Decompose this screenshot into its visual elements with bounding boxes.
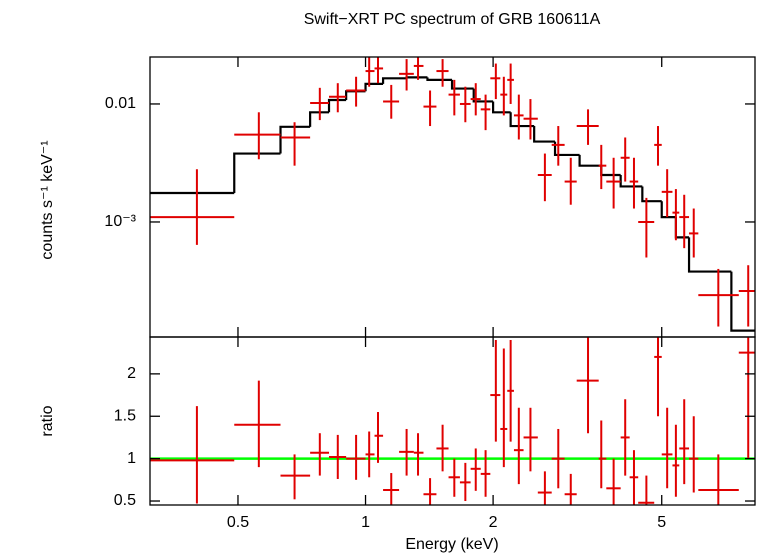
x-tick-label: 1 xyxy=(361,514,370,531)
model-step xyxy=(674,217,690,239)
model-step xyxy=(426,77,453,81)
model-step xyxy=(578,154,602,167)
y-tick-label: 0.01 xyxy=(105,95,136,112)
model-step xyxy=(533,126,556,143)
model-step xyxy=(553,141,580,157)
model-step xyxy=(233,152,281,194)
plot-frame xyxy=(149,56,756,338)
y-axis-label: counts s⁻¹ keV⁻¹ xyxy=(39,140,56,259)
model-step xyxy=(279,125,311,154)
model-step xyxy=(450,79,474,90)
x-tick-label: 5 xyxy=(657,514,666,531)
model-step xyxy=(619,175,643,188)
model-step xyxy=(381,77,407,84)
y-tick-label: 10⁻³ xyxy=(104,213,136,230)
y-tick-label: 0.5 xyxy=(114,492,136,509)
y-axis-label: ratio xyxy=(39,405,56,436)
x-tick-label: 2 xyxy=(489,514,498,531)
model-step xyxy=(687,237,732,273)
chart-title: Swift−XRT PC spectrum of GRB 160611A xyxy=(304,11,601,28)
model-step xyxy=(509,112,535,128)
model-step xyxy=(472,88,494,103)
plot-frame xyxy=(149,336,756,506)
model-step xyxy=(600,165,621,177)
plot-area xyxy=(150,337,755,505)
y-tick-label: 2 xyxy=(127,365,136,382)
y-tick-label: 1 xyxy=(127,450,136,467)
x-tick-label: 0.5 xyxy=(227,514,249,531)
model-step xyxy=(492,101,511,114)
plot-area xyxy=(150,57,755,332)
model-step xyxy=(364,82,384,92)
model-step xyxy=(309,111,330,127)
model-step xyxy=(730,271,755,332)
model-step xyxy=(660,201,676,219)
model-step xyxy=(327,98,347,113)
y-tick-label: 1.5 xyxy=(114,407,136,424)
model-step xyxy=(641,186,662,203)
x-axis-label: Energy (keV) xyxy=(405,536,498,553)
